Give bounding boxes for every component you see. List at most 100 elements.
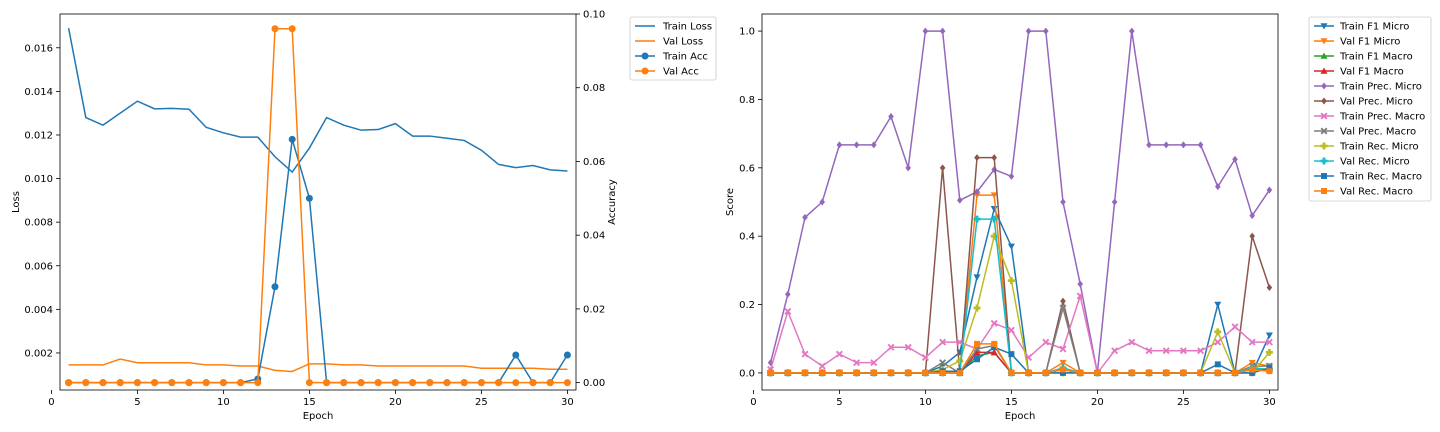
train-prec-macro-point [1162, 347, 1170, 355]
val-acc-point [271, 25, 279, 33]
val-rec-micro-line [770, 218, 1270, 374]
val-acc-point [357, 379, 365, 387]
x-tick-label: 20 [1091, 397, 1104, 408]
train-acc-line [68, 139, 569, 384]
train-prec-micro-point [1043, 27, 1049, 35]
train-prec-micro-point [1111, 198, 1118, 206]
val-rec-macro-point [1042, 369, 1049, 376]
val-acc-point [477, 379, 485, 387]
train-prec-macro-point [990, 319, 998, 327]
train-prec-macro-point [1059, 345, 1067, 353]
val-acc-point [305, 379, 313, 387]
train-prec-micro-point [957, 196, 963, 204]
val-acc-point [529, 379, 537, 387]
val-rec-macro-point [870, 369, 877, 376]
val-rec-macro-point [784, 369, 791, 376]
val-prec-micro-point [991, 154, 997, 162]
y-tick-label: 0.6 [739, 163, 755, 174]
y-tick-label: 0.0 [739, 368, 755, 379]
train-prec-micro-point [1146, 141, 1152, 149]
val-acc-point [65, 379, 73, 387]
train-prec-macro-point [1128, 338, 1136, 346]
legend-label: Train F1 Macro [1339, 52, 1413, 63]
legend: Train F1 Micro Val F1 Micro Train F1 Macro… [1308, 16, 1432, 202]
val-f1-macro-point [990, 348, 998, 356]
y-left-tick-label: 0.006 [24, 261, 53, 272]
val-rec-macro-point [888, 369, 894, 376]
train-prec-macro-point [1076, 292, 1084, 300]
x-tick-label: 25 [475, 397, 488, 408]
x-axis-label: Epoch [1005, 411, 1036, 422]
val-rec-macro-point [1146, 369, 1152, 376]
x-tick-label: 10 [217, 397, 230, 408]
legend-marker [1321, 82, 1327, 90]
val-acc-point [219, 379, 227, 387]
x-tick-label: 5 [134, 397, 140, 408]
val-acc-point [426, 379, 434, 387]
y-right-tick-label: 0.00 [583, 378, 605, 389]
val-rec-macro-point [1232, 369, 1238, 376]
x-tick-label: 10 [919, 397, 932, 408]
val-f1-micro-point [1059, 359, 1067, 367]
y-left-tick-label: 0.010 [24, 174, 53, 185]
train-prec-micro-point [888, 113, 894, 121]
x-tick-label: 15 [303, 397, 316, 408]
train-loss-line [67, 28, 568, 174]
val-acc-point [512, 379, 520, 387]
y-left-axis-label: Loss [11, 191, 22, 213]
val-rec-macro-point [905, 369, 912, 376]
train-rec-macro-point [1249, 369, 1256, 376]
train-prec-micro-point [939, 27, 946, 35]
y-tick-label: 0.8 [739, 95, 755, 106]
x-tick-label: 0 [48, 397, 54, 408]
train-prec-micro-point [1060, 198, 1066, 206]
y-tick-label: 0.4 [739, 232, 755, 243]
val-acc-point [340, 379, 348, 387]
val-acc-line [68, 27, 568, 384]
train-prec-micro-point [1266, 186, 1273, 194]
val-f1-micro-line [770, 194, 1270, 374]
train-rec-micro-point [973, 304, 981, 312]
train-prec-micro-point [922, 27, 929, 35]
train-prec-micro-point [819, 198, 825, 206]
train-prec-macro-point [818, 362, 826, 370]
train-prec-macro-point [835, 350, 843, 358]
y-right-tick-label: 0.02 [583, 304, 605, 315]
y-axis-label: Score [725, 188, 736, 216]
legend-marker [1320, 127, 1328, 135]
val-rec-macro-point [1197, 369, 1204, 376]
val-loss-line [68, 358, 568, 373]
train-prec-macro-point [1197, 347, 1205, 355]
val-prec-micro-point [1266, 283, 1273, 291]
train-prec-macro-point [1145, 347, 1153, 355]
train-prec-macro-point [921, 354, 929, 362]
train-prec-micro-point [1008, 172, 1015, 180]
y-right-tick-label: 0.06 [583, 157, 605, 168]
train-prec-macro-point [1111, 347, 1119, 355]
val-prec-micro-point [1249, 232, 1255, 240]
legend-label: Val Rec. Micro [1340, 157, 1410, 168]
val-f1-micro-point [990, 192, 998, 199]
legend-marker [1320, 23, 1328, 30]
train-prec-macro-point [1042, 338, 1050, 346]
val-acc-point [323, 379, 331, 387]
train-prec-micro-point [871, 141, 877, 149]
val-rec-macro-point [836, 369, 843, 376]
legend-label: Train Rec. Macro [1339, 172, 1422, 183]
legend-marker [1320, 67, 1328, 74]
train-prec-macro-point [1025, 354, 1033, 362]
legend-marker [1320, 52, 1328, 59]
val-rec-macro-point [1025, 369, 1032, 376]
train-prec-macro-point [1214, 338, 1222, 346]
train-prec-macro-point [1231, 323, 1239, 331]
train-prec-macro-point [1248, 338, 1256, 346]
val-acc-point [254, 379, 262, 387]
train-prec-micro-point [1232, 155, 1238, 163]
val-rec-macro-point [974, 340, 980, 347]
val-prec-micro-point [939, 164, 946, 172]
train-prec-micro-point [785, 290, 791, 298]
train-rec-macro-point [1008, 351, 1015, 358]
legend-marker [1321, 188, 1327, 194]
val-prec-micro-line [770, 156, 1271, 374]
train-rec-macro-point [974, 356, 980, 363]
